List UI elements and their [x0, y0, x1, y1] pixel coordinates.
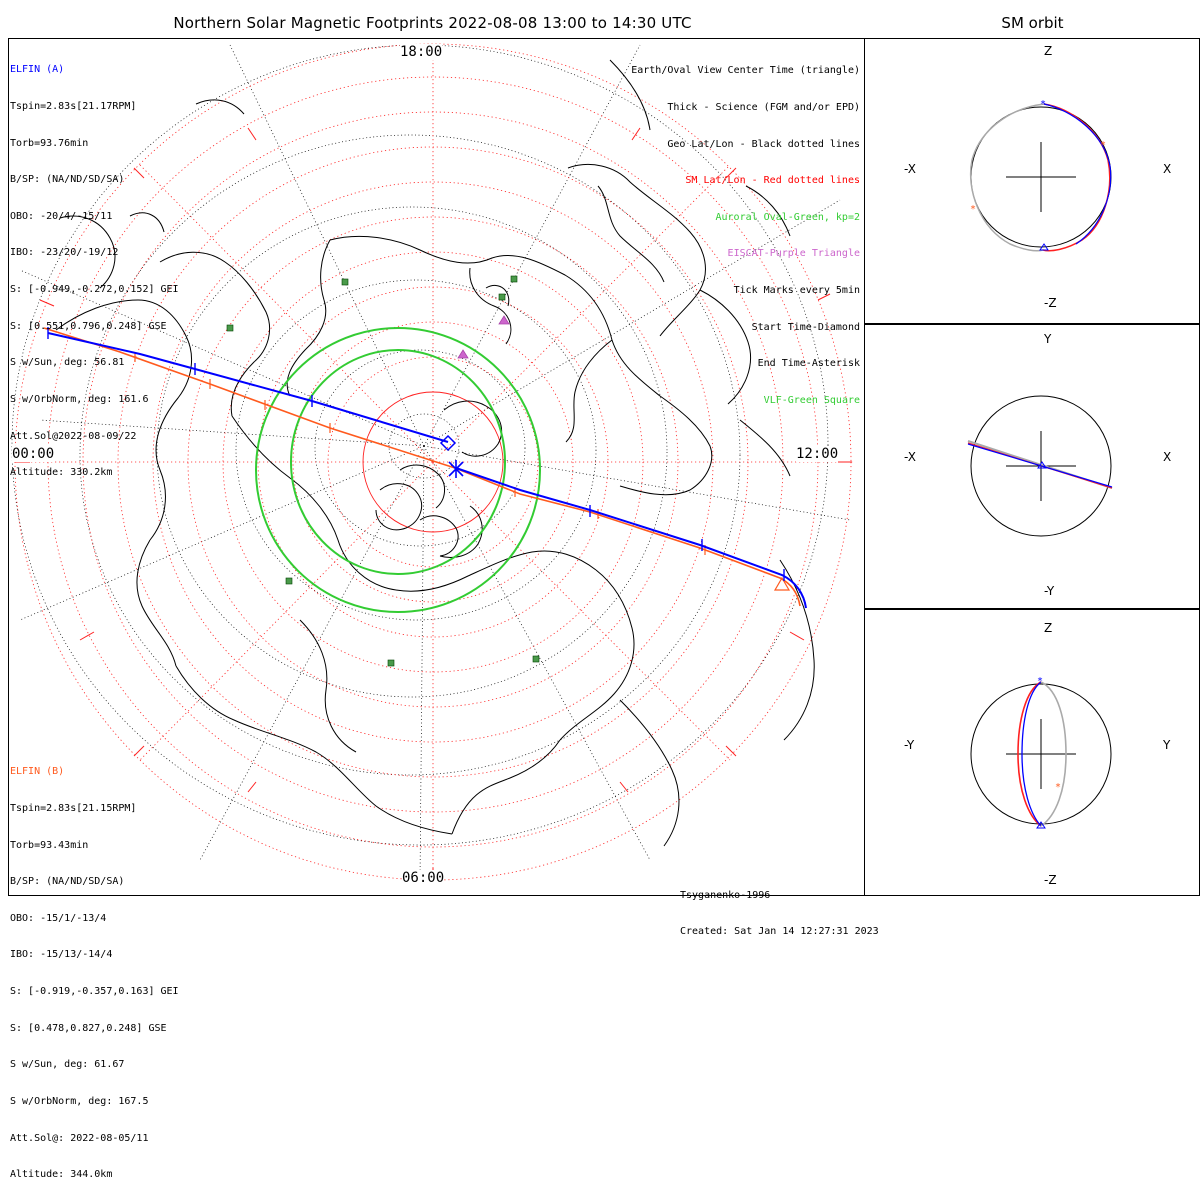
- elfin-b-end-triangle: [773, 576, 791, 591]
- orbit-title: SM orbit: [1001, 14, 1064, 32]
- panel3-left-label: -Y: [904, 738, 915, 752]
- elfin-a-line: S w/Sun, deg: 56.81: [10, 357, 125, 369]
- elfin-a-line: S w/OrbNorm, deg: 161.6: [10, 393, 149, 405]
- legend-item: Tick Marks every 5min: [733, 285, 860, 297]
- panel2-right-label: X: [1163, 450, 1172, 464]
- plot-title: Northern Solar Magnetic Footprints 2022-…: [173, 14, 692, 32]
- vlf-stations: [226, 275, 540, 667]
- svg-text:*: *: [1040, 99, 1046, 110]
- svg-text:*: *: [1100, 140, 1106, 151]
- elfin-a-line: S: [-0.949,-0.272,0.152] GEI: [10, 284, 179, 296]
- elfin-a-ticks: [47, 327, 785, 581]
- elfin-b-line: Torb=93.43min: [10, 839, 89, 851]
- elfin-b-name: ELFIN (B): [10, 766, 65, 778]
- elfin-a-end-asterisk: [448, 460, 464, 478]
- orbit-panel-3-drawing: * *: [970, 676, 1112, 829]
- credits: Tsyganenko-1996 Created: Sat Jan 14 12:2…: [680, 866, 879, 950]
- panel2-top-label: Y: [1044, 332, 1052, 346]
- elfin-a-line: B/SP: (NA/ND/SD/SA): [10, 174, 125, 186]
- svg-text:*: *: [970, 204, 976, 215]
- legend-item: Start Time-Diamond: [751, 321, 860, 333]
- time-label-left: 00:00: [12, 446, 55, 462]
- coastlines: [55, 59, 815, 847]
- legend-item: Earth/Oval View Center Time (triangle): [631, 65, 860, 77]
- panel2-bottom-label: -Y: [1044, 584, 1055, 598]
- legend-item: Thick - Science (FGM and/or EPD): [667, 102, 860, 114]
- elfin-a-info: ELFIN (A) Tspin=2.83s[21.17RPM] Torb=93.…: [10, 40, 179, 492]
- legend-item: End Time-Asterisk: [757, 358, 860, 370]
- panel2-left-label: -X: [904, 450, 916, 464]
- legend-item: Auroral Oval-Green, kp=2: [715, 211, 861, 223]
- elfin-a-line: Tspin=2.83s[21.17RPM]: [10, 101, 137, 113]
- legend-item: Geo Lat/Lon - Black dotted lines: [667, 138, 860, 150]
- map-svg: * * * * *: [11, 43, 1113, 881]
- elfin-a-line: Att.Sol@2022-08-09/22: [10, 430, 137, 442]
- legend: Earth/Oval View Center Time (triangle) T…: [631, 41, 860, 419]
- elfin-b-line: OBO: -15/1/-13/4: [10, 912, 107, 924]
- elfin-a-name: ELFIN (A): [10, 64, 65, 76]
- sm-grid-inner: [362, 391, 504, 533]
- elfin-a-line: S: [0.551,0.796,0.248] GSE: [10, 320, 167, 332]
- elfin-a-line: Altitude: 330.2km: [10, 467, 113, 479]
- model-label: Tsyganenko-1996: [680, 890, 771, 901]
- panel1-bottom-label: -Z: [1044, 296, 1057, 310]
- eiscat-markers: [457, 315, 510, 359]
- elfin-b-line: B/SP: (NA/ND/SD/SA): [10, 876, 125, 888]
- elfin-a-line: OBO: -20/4/-15/11: [10, 210, 113, 222]
- auroral-oval: [255, 327, 541, 613]
- panel3-top-label: Z: [1044, 621, 1053, 635]
- orbit-panel-2-drawing: [967, 395, 1113, 537]
- elfin-a-line: IBO: -23/20/-19/12: [10, 247, 119, 259]
- time-label-top: 18:00: [400, 44, 443, 60]
- elfin-b-ticks: [134, 352, 706, 555]
- elfin-a-start-diamond: [439, 434, 457, 452]
- svg-text:*: *: [1037, 676, 1043, 687]
- elfin-b-line: Tspin=2.83s[21.15RPM]: [10, 803, 137, 815]
- elfin-b-line: Altitude: 344.0km: [10, 1169, 113, 1181]
- time-label-bottom: 06:00: [402, 870, 445, 886]
- elfin-b-info: ELFIN (B) Tspin=2.83s[21.15RPM] Torb=93.…: [10, 742, 179, 1194]
- elfin-b-line: S: [-0.919,-0.357,0.163] GEI: [10, 986, 179, 998]
- elfin-b-line: Att.Sol@: 2022-08-05/11: [10, 1132, 149, 1144]
- geo-grid: [11, 44, 851, 881]
- legend-item: SM Lat/Lon - Red dotted lines: [685, 175, 860, 187]
- panel3-right-label: Y: [1163, 738, 1171, 752]
- elfin-a-line: Torb=93.76min: [10, 137, 89, 149]
- panel1-left-label: -X: [904, 162, 916, 176]
- panel1-right-label: X: [1163, 162, 1172, 176]
- legend-item: VLF-Green Square: [763, 394, 860, 406]
- svg-text:*: *: [1055, 782, 1061, 793]
- panel3-bottom-label: -Z: [1044, 873, 1057, 887]
- panel1-top-label: Z: [1044, 44, 1053, 58]
- elfin-b-line: S w/OrbNorm, deg: 167.5: [10, 1095, 149, 1107]
- legend-item: EISCAT-Purple Triangle: [727, 248, 860, 260]
- elfin-b-line: S w/Sun, deg: 61.67: [10, 1059, 125, 1071]
- elfin-b-line: IBO: -15/13/-14/4: [10, 949, 113, 961]
- time-label-right: 12:00: [796, 446, 839, 462]
- elfin-b-line: S: [0.478,0.827,0.248] GSE: [10, 1022, 167, 1034]
- created-label: Created: Sat Jan 14 12:27:31 2023: [680, 926, 879, 937]
- orbit-panel-1-drawing: * * *: [969, 99, 1112, 252]
